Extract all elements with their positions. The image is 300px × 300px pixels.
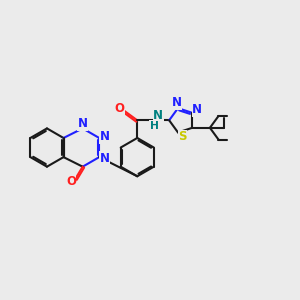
Text: O: O (66, 176, 76, 188)
Text: H: H (150, 121, 159, 131)
Text: N: N (100, 152, 110, 165)
Text: N: N (192, 103, 202, 116)
Text: N: N (100, 130, 110, 143)
Text: N: N (78, 117, 88, 130)
Text: O: O (115, 102, 124, 115)
Text: S: S (178, 130, 187, 143)
Text: N: N (172, 96, 182, 109)
Text: N: N (153, 110, 164, 122)
